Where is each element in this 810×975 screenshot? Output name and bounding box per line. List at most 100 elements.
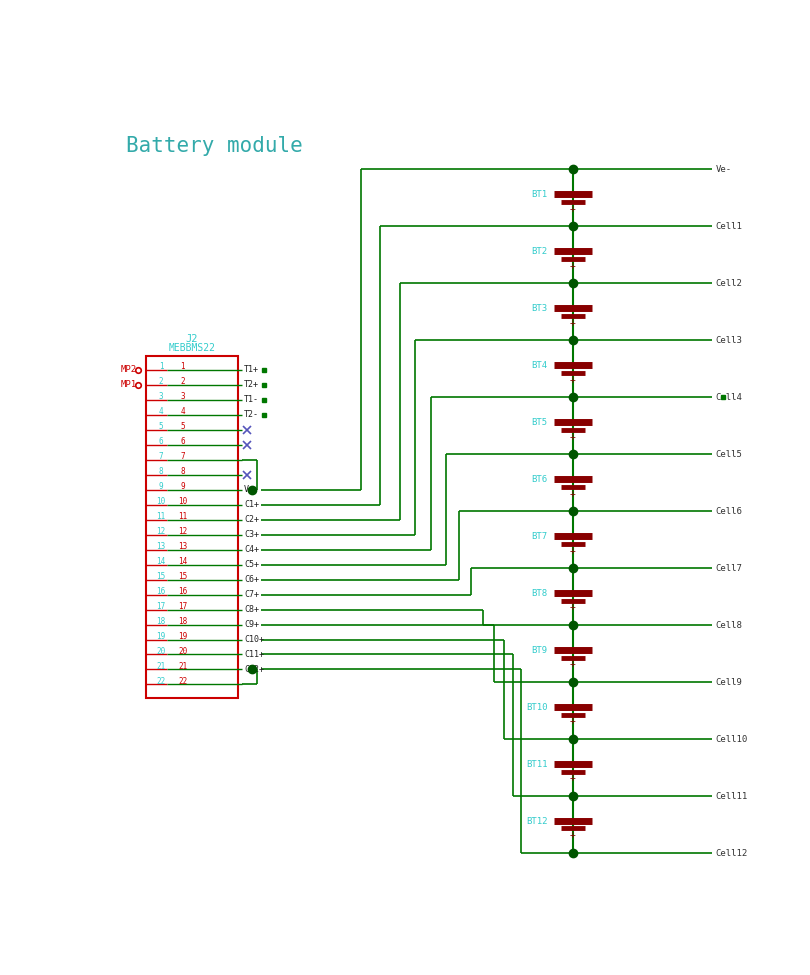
Text: Battery module: Battery module (126, 136, 303, 156)
Text: Ve-: Ve- (244, 485, 259, 494)
Text: 2: 2 (159, 377, 164, 386)
Text: 7: 7 (181, 452, 185, 461)
Text: 8: 8 (159, 467, 164, 476)
Text: 7: 7 (159, 452, 164, 461)
Text: 19: 19 (156, 632, 166, 641)
Text: 2: 2 (181, 377, 185, 386)
Text: 16: 16 (178, 587, 187, 596)
Text: 14: 14 (178, 557, 187, 565)
Text: C7+: C7+ (244, 590, 259, 599)
Text: +: + (570, 488, 576, 498)
Text: +: + (570, 659, 576, 670)
Text: +: + (570, 374, 576, 384)
Text: 5: 5 (159, 422, 164, 431)
Text: BT3: BT3 (531, 304, 548, 313)
Text: 3: 3 (159, 392, 164, 401)
Text: BT7: BT7 (531, 532, 548, 541)
Text: T1+: T1+ (244, 365, 259, 374)
Text: Cell2: Cell2 (715, 279, 742, 288)
Text: 14: 14 (156, 557, 166, 565)
Text: C12+: C12+ (244, 665, 264, 674)
Text: C6+: C6+ (244, 575, 259, 584)
Text: C4+: C4+ (244, 545, 259, 554)
Text: 9: 9 (159, 482, 164, 491)
Text: BT6: BT6 (531, 475, 548, 485)
Text: 20: 20 (156, 647, 166, 656)
Text: C1+: C1+ (244, 500, 259, 509)
Text: Cell10: Cell10 (715, 734, 748, 744)
Text: 11: 11 (178, 512, 187, 521)
Text: 9: 9 (181, 482, 185, 491)
Text: 20: 20 (178, 647, 187, 656)
Text: C8+: C8+ (244, 605, 259, 614)
Text: 8: 8 (181, 467, 185, 476)
Text: C9+: C9+ (244, 620, 259, 629)
Text: C2+: C2+ (244, 515, 259, 524)
Text: 16: 16 (156, 587, 166, 596)
Text: +: + (570, 318, 576, 328)
Text: 11: 11 (156, 512, 166, 521)
Text: C11+: C11+ (244, 650, 264, 659)
Text: BT5: BT5 (531, 418, 548, 427)
Text: Cell8: Cell8 (715, 621, 742, 630)
Text: 5: 5 (181, 422, 185, 431)
Text: MP2: MP2 (120, 365, 136, 374)
Text: Cell7: Cell7 (715, 564, 742, 572)
Text: 21: 21 (156, 662, 166, 671)
Text: 12: 12 (156, 526, 166, 536)
Text: BT12: BT12 (526, 817, 548, 826)
Text: Cell3: Cell3 (715, 335, 742, 345)
Text: 18: 18 (178, 617, 187, 626)
Text: T1-: T1- (244, 395, 259, 404)
Text: +: + (570, 773, 576, 784)
Text: 22: 22 (178, 677, 187, 685)
Text: 21: 21 (178, 662, 187, 671)
Text: 1: 1 (181, 362, 185, 371)
Text: Cell6: Cell6 (715, 507, 742, 516)
Text: 12: 12 (178, 526, 187, 536)
Text: T2-: T2- (244, 410, 259, 419)
Text: 4: 4 (181, 407, 185, 416)
Text: +: + (570, 204, 576, 214)
Text: C10+: C10+ (244, 635, 264, 644)
Text: 18: 18 (156, 617, 166, 626)
Text: 1: 1 (159, 362, 164, 371)
Text: 6: 6 (159, 437, 164, 446)
Text: Cell12: Cell12 (715, 848, 748, 858)
Text: BT4: BT4 (531, 361, 548, 370)
Text: +: + (570, 831, 576, 840)
Text: BT10: BT10 (526, 703, 548, 712)
Text: 6: 6 (181, 437, 185, 446)
Text: 17: 17 (178, 602, 187, 611)
Bar (146, 356, 238, 698)
Text: 19: 19 (178, 632, 187, 641)
Text: C3+: C3+ (244, 530, 259, 539)
Text: BT1: BT1 (531, 190, 548, 199)
Text: C5+: C5+ (244, 560, 259, 569)
Text: Cell5: Cell5 (715, 449, 742, 459)
Text: 3: 3 (181, 392, 185, 401)
Text: MEBBMS22: MEBBMS22 (168, 343, 215, 353)
Text: 13: 13 (178, 542, 187, 551)
Text: +: + (570, 717, 576, 726)
Text: +: + (570, 603, 576, 612)
Text: MP1: MP1 (120, 380, 136, 389)
Text: Cell1: Cell1 (715, 222, 742, 231)
Text: 17: 17 (156, 602, 166, 611)
Text: 4: 4 (159, 407, 164, 416)
Text: BT8: BT8 (531, 589, 548, 598)
Text: 10: 10 (178, 497, 187, 506)
Text: 15: 15 (178, 572, 187, 581)
Text: BT2: BT2 (531, 248, 548, 256)
Text: Ve-: Ve- (715, 165, 731, 174)
Text: BT11: BT11 (526, 760, 548, 769)
Text: BT9: BT9 (531, 646, 548, 655)
Text: 22: 22 (156, 677, 166, 685)
Text: +: + (570, 432, 576, 442)
Text: +: + (570, 260, 576, 271)
Text: T2+: T2+ (244, 380, 259, 389)
Text: +: + (570, 545, 576, 556)
Text: 10: 10 (156, 497, 166, 506)
Text: Cell4: Cell4 (715, 393, 742, 402)
Text: Cell9: Cell9 (715, 678, 742, 686)
